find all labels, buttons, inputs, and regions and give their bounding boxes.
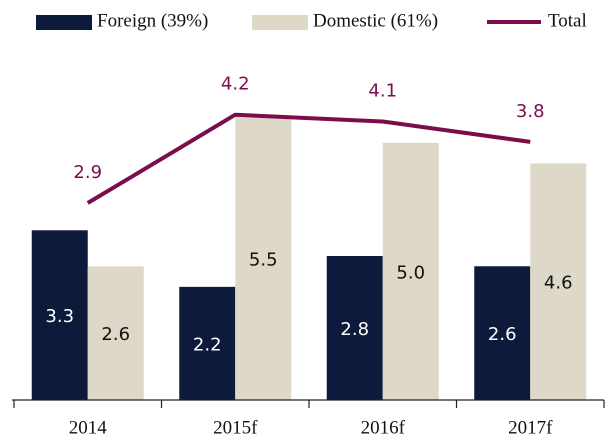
- bar: [179, 286, 236, 400]
- bar-label: 5.5: [249, 250, 278, 271]
- bar: [31, 230, 88, 400]
- line-label: 4.1: [368, 81, 397, 102]
- bar: [530, 163, 587, 400]
- bar: [474, 266, 531, 400]
- bar: [235, 117, 292, 401]
- bar: [87, 266, 144, 400]
- bar-label: 2.2: [193, 334, 222, 355]
- x-tick-label: 2015f: [213, 417, 258, 438]
- bar-label: 2.6: [101, 324, 130, 345]
- bar: [326, 256, 383, 400]
- bar-label: 4.6: [544, 273, 573, 294]
- bar: [382, 142, 439, 400]
- legend-swatch: [252, 15, 308, 30]
- bar-label: 3.3: [45, 306, 74, 327]
- x-tick-label: 2014: [69, 417, 108, 438]
- line-label: 3.8: [516, 101, 545, 122]
- line: [86, 112, 531, 205]
- x-tick-label: 2017f: [508, 417, 553, 438]
- bar-label: 5.0: [396, 262, 425, 283]
- legend-label: Domestic (61%): [313, 10, 438, 31]
- bar-label: 2.8: [340, 319, 369, 340]
- bar-label: 2.6: [488, 324, 517, 345]
- legend-label: Foreign (39%): [97, 10, 208, 31]
- x-tick-label: 2016f: [361, 417, 406, 438]
- line-label: 2.9: [73, 162, 102, 183]
- legend-label: Total: [548, 10, 587, 31]
- legend-swatch: [36, 15, 92, 30]
- line-label: 4.2: [221, 74, 250, 95]
